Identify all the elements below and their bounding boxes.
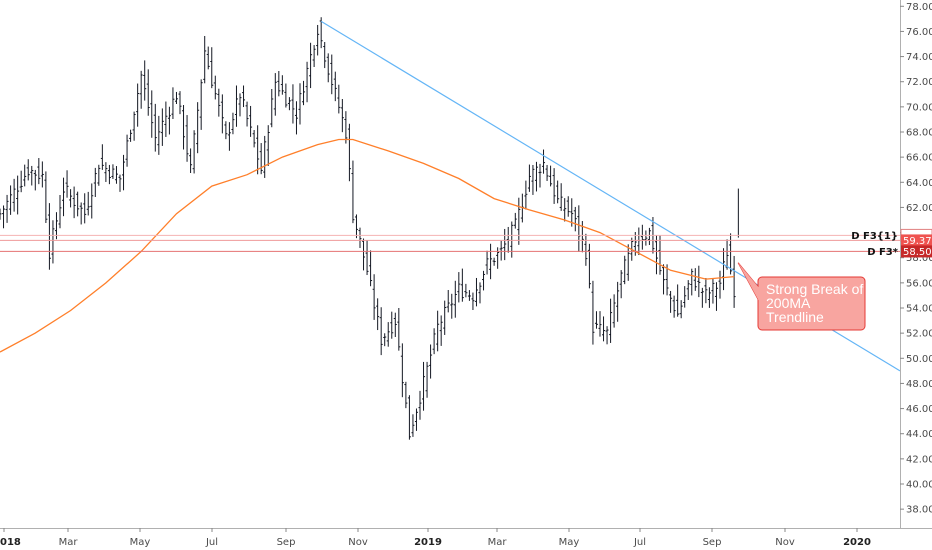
callout-text-line: Strong Break of [766,281,863,297]
y-tick-label: 38.000 [906,505,932,516]
price-bars [0,17,739,440]
x-tick-label: May [130,537,151,548]
level-badge-value: 59.375 [903,236,932,247]
x-tick-label: Mar [488,537,508,548]
y-tick-label: 44.000 [906,429,932,440]
x-tick-label: Mar [59,537,79,548]
level-badge [901,245,932,258]
y-tick-label: 54.000 [906,304,932,315]
y-tick-label: 72.000 [906,77,932,88]
y-tick-label: 48.000 [906,379,932,390]
ma-200-line [0,138,735,353]
time-axis-background [0,528,932,550]
y-tick-label: 40.000 [906,480,932,491]
y-tick-label: 42.000 [906,454,932,465]
x-tick-label: May [559,537,580,548]
y-tick-label: 50.000 [906,354,932,365]
x-tick-label: Nov [348,537,368,548]
price-levels [0,234,900,252]
x-tick-label: Sep [277,537,296,548]
y-tick-label: 62.000 [906,203,932,214]
y-tick-label: 58.000 [906,253,932,264]
level-badge [901,234,932,247]
level-name: D F3* [867,247,899,258]
x-tick-label: Nov [775,537,795,548]
callout-box [757,276,866,331]
level-badge-value: 58.500 [903,247,932,258]
x-tick-label: 018 [0,537,21,548]
x-tick-label: 2019 [414,537,442,548]
callout-text-line: Trendline [766,309,824,325]
y-tick-label: 66.000 [906,153,932,164]
x-tick-label: Jul [633,537,646,548]
moving-average-200 [0,138,735,353]
x-tick-label: Sep [703,537,722,548]
callout-text-line: 200MA [766,295,811,311]
x-tick-label: Jul [205,537,218,548]
y-tick-label: 46.000 [906,404,932,415]
y-tick-label: 78.000 [906,2,932,13]
callout-joint [738,262,760,303]
y-tick-label: 76.000 [906,27,932,38]
level-name: D F3{1} [851,231,898,242]
y-tick-label: 68.000 [906,128,932,139]
x-tick-label: 2020 [843,537,871,548]
price-axis-background [900,0,932,550]
y-tick-label: 52.000 [906,329,932,340]
y-tick-label: 74.000 [906,52,932,63]
y-tick-label: 70.000 [906,102,932,113]
y-tick-label: 56.000 [906,278,932,289]
y-tick-label: 64.000 [906,178,932,189]
